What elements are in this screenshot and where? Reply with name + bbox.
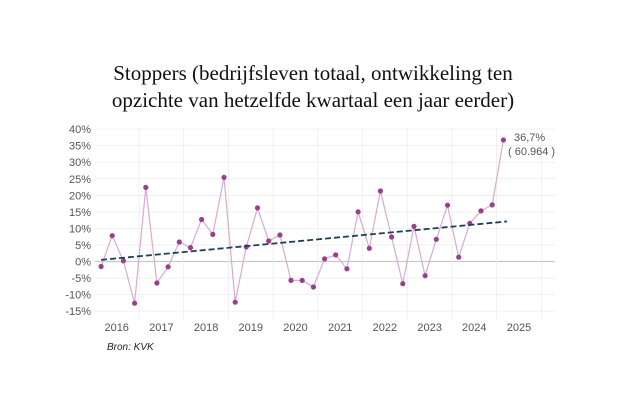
x-tick-label: 2018 [194, 322, 218, 334]
data-point [310, 284, 316, 290]
trend-line [100, 220, 508, 261]
data-point [109, 233, 115, 239]
x-axis-ticks: 2016 2017 2018 2019 2020 2021 2022 2023 2024 2025 [104, 322, 531, 334]
data-point [120, 258, 126, 264]
x-tick-label: 2020 [283, 322, 307, 334]
y-tick-label: -5% [71, 273, 91, 285]
annotation-group: 36,7% ( 60.964 ) [508, 132, 555, 158]
chart-title-line-2: opzichte van hetzelfde kwartaal een jaar… [111, 88, 515, 112]
data-point [210, 231, 216, 237]
y-axis-ticks: 40% 35% 30% 25% 20% 15% 10% 5% 0% -5% -10% -15% [65, 124, 91, 318]
data-point [500, 137, 506, 143]
data-point [176, 239, 182, 245]
data-point [199, 216, 205, 223]
y-tick-label: 35% [69, 141, 91, 153]
data-point [143, 184, 149, 190]
x-tick-label: 2023 [417, 322, 441, 334]
data-point [355, 209, 361, 215]
data-point [187, 245, 194, 251]
data-point [322, 256, 328, 262]
x-tick-label: 2024 [462, 322, 486, 334]
y-tick-label: 15% [69, 207, 91, 219]
data-point [232, 299, 238, 305]
data-point [444, 202, 451, 208]
series-stoppers [98, 137, 506, 306]
y-tick-label: 25% [69, 174, 91, 186]
data-point [411, 223, 417, 229]
y-tick-label: 20% [69, 190, 91, 202]
annotation-percent: 36,7% [514, 132, 545, 144]
data-point [98, 263, 104, 270]
data-point [433, 236, 439, 242]
data-point [221, 174, 227, 180]
gridlines [95, 127, 555, 320]
x-tick-label: 2016 [104, 322, 128, 334]
y-tick-label: 10% [69, 223, 91, 235]
data-point [299, 277, 305, 283]
y-tick-label: 30% [69, 157, 91, 169]
y-tick-label: -15% [65, 306, 91, 318]
chart-title-line-1: Stoppers (bedrijfsleven totaal, ontwikke… [113, 61, 513, 85]
data-point [277, 232, 283, 238]
data-point [165, 264, 171, 270]
data-point [400, 281, 406, 287]
data-point [266, 238, 272, 244]
data-point [456, 254, 462, 260]
data-point [489, 202, 495, 208]
x-tick-label: 2021 [328, 322, 352, 334]
y-tick-label: 5% [75, 240, 91, 252]
data-point [288, 277, 294, 283]
data-point [366, 245, 372, 251]
chart-title: Stoppers (bedrijfsleven totaal, ontwikke… [0, 60, 626, 114]
y-tick-label: 0% [75, 257, 91, 269]
data-point [478, 208, 484, 214]
data-point [422, 273, 428, 279]
trend-line-group [100, 220, 508, 261]
x-tick-label: 2025 [507, 322, 531, 334]
y-tick-label: 40% [69, 124, 91, 136]
data-point [333, 252, 339, 258]
data-point [154, 280, 160, 286]
data-point [344, 266, 350, 272]
y-tick-label: -10% [65, 290, 91, 302]
x-tick-label: 2019 [239, 322, 263, 334]
data-point [389, 234, 395, 240]
x-tick-label: 2022 [373, 322, 397, 334]
data-point [254, 205, 261, 211]
data-point [132, 300, 138, 306]
data-point [377, 188, 383, 194]
source-note: Bron: KVK [107, 342, 154, 353]
x-tick-label: 2017 [149, 322, 173, 334]
annotation-count: ( 60.964 ) [508, 146, 555, 158]
